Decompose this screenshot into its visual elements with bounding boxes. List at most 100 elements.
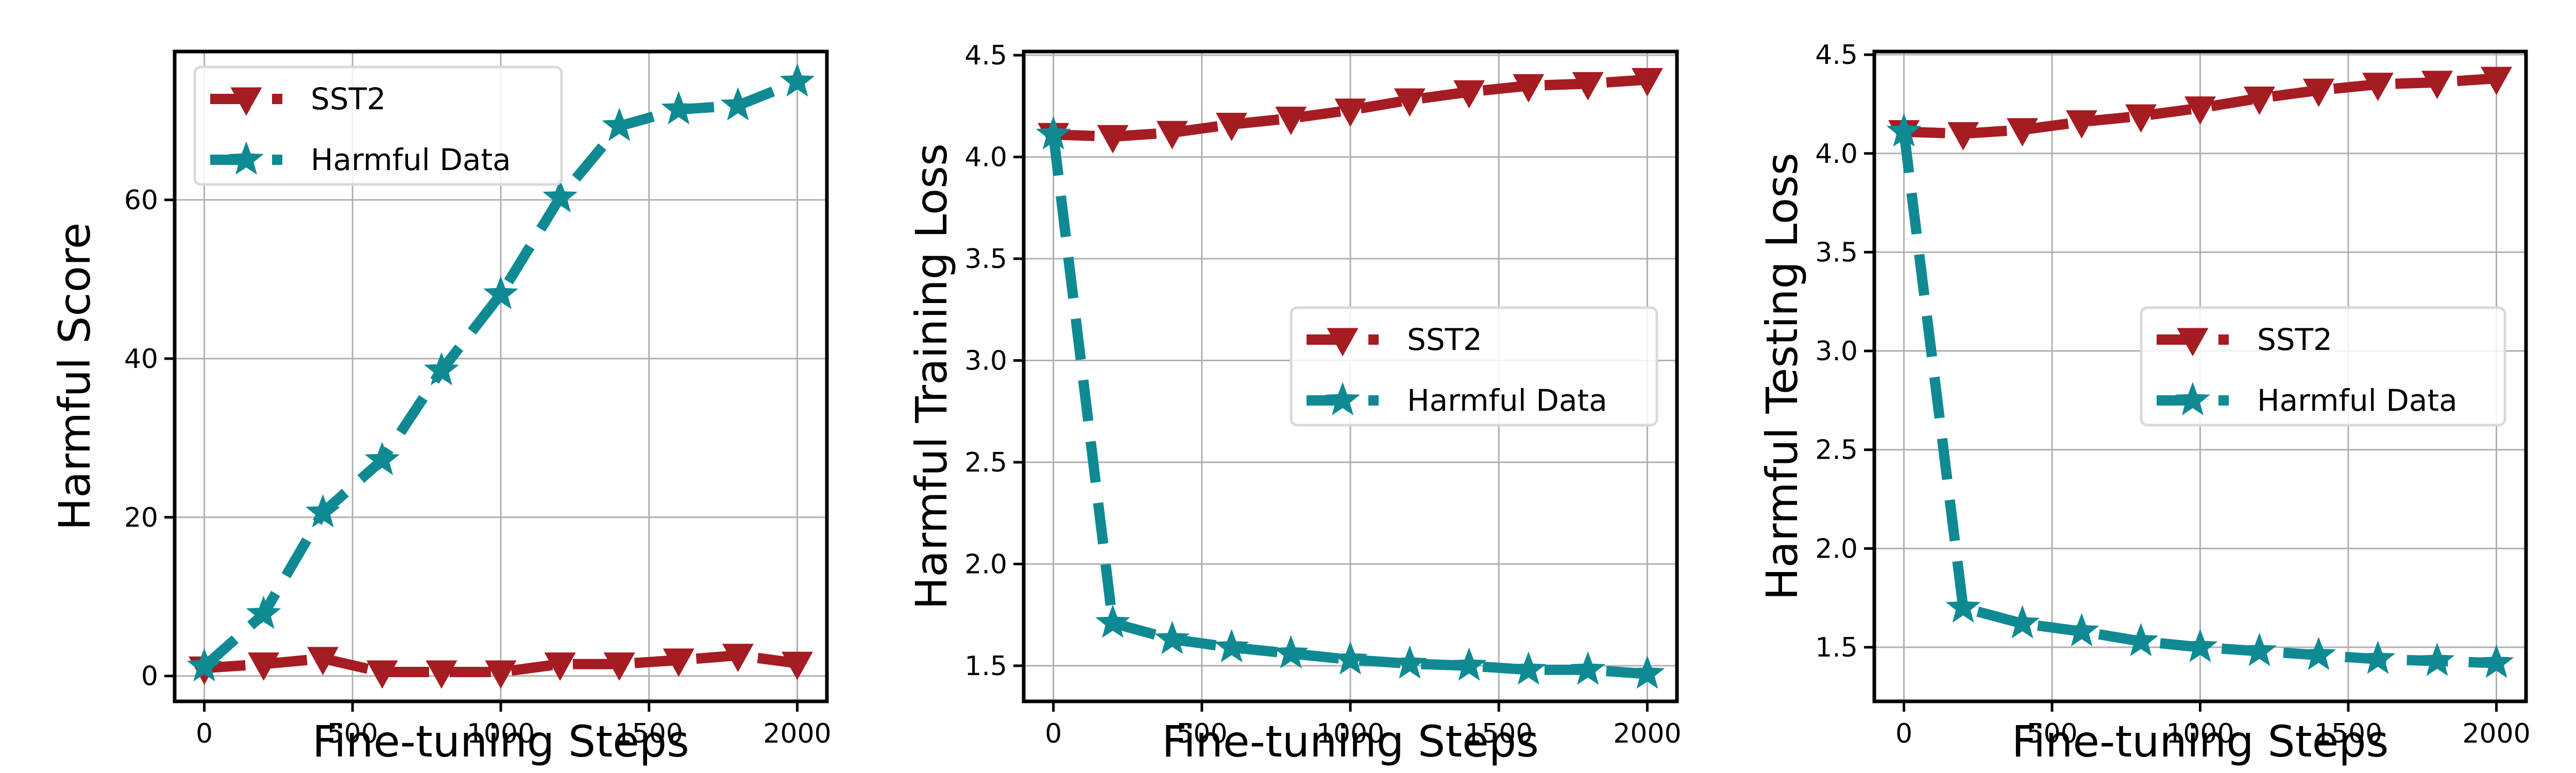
y-tick-label: 4.0 <box>964 142 1007 173</box>
data-point-sst2 <box>426 660 457 689</box>
legend: SST2 Harmful Data <box>2140 306 2506 427</box>
y-tick-label: 20 <box>124 502 158 533</box>
legend-item-sst2: SST2 <box>2157 322 2332 357</box>
data-point-harmful-data <box>1945 589 1981 623</box>
x-tick-label: 2000 <box>763 718 831 749</box>
data-point-sst2 <box>2302 78 2335 107</box>
data-point-sst2 <box>366 660 398 689</box>
y-tick-label: 1.5 <box>1815 632 1858 663</box>
legend-label: Harmful Data <box>311 142 511 177</box>
data-point-harmful-data <box>2123 623 2159 657</box>
data-point-harmful-data <box>246 595 281 629</box>
series-line-sst2 <box>1053 74 1648 142</box>
legend-label: Harmful Data <box>1407 383 1607 418</box>
y-axis-label: Harmful Testing Loss <box>1757 153 1807 600</box>
data-point-sst2 <box>2243 86 2276 115</box>
x-tick-label: 1000 <box>1316 718 1384 749</box>
x-tick-label: 1000 <box>467 718 535 749</box>
x-axis-label: Fine-tuning Steps <box>2012 716 2389 767</box>
data-point-sst2 <box>1097 125 1129 154</box>
data-point-harmful-data <box>1886 113 1922 147</box>
data-point-sst2 <box>2480 66 2513 95</box>
legend-item-sst2: SST2 <box>210 81 386 116</box>
data-point-harmful-data <box>483 276 518 310</box>
y-tick-label: 40 <box>124 344 158 375</box>
data-point-sst2 <box>2421 71 2453 99</box>
y-tick-label: 2.5 <box>1815 435 1858 466</box>
legend-label: SST2 <box>2257 322 2332 357</box>
y-tick-label: 0 <box>141 661 158 692</box>
data-point-sst2 <box>603 652 635 681</box>
data-point-sst2 <box>1453 80 1485 109</box>
x-tick-label: 500 <box>2026 718 2077 749</box>
data-point-harmful-data <box>2360 641 2396 674</box>
data-point-sst2 <box>1947 122 1979 150</box>
data-point-harmful-data <box>543 179 578 213</box>
data-point-sst2 <box>1215 112 1248 141</box>
x-tick-label: 500 <box>327 718 378 749</box>
data-point-harmful-data <box>1511 651 1546 685</box>
data-point-harmful-data <box>1570 651 1606 685</box>
y-tick-label: 4.5 <box>964 40 1007 71</box>
data-point-harmful-data <box>1451 647 1487 681</box>
data-point-harmful-data <box>187 648 222 682</box>
data-point-harmful-data <box>1333 641 1368 675</box>
data-point-sst2 <box>1513 74 1545 103</box>
legend-marker-triangle-icon <box>2177 328 2209 357</box>
legend: SST2 Harmful Data <box>1290 306 1658 427</box>
x-tick-label: 0 <box>196 718 213 749</box>
legend-marker-triangle-icon <box>230 87 262 116</box>
data-point-sst2 <box>2125 104 2157 133</box>
legend-marker-star-icon <box>2175 382 2210 415</box>
data-point-sst2 <box>663 648 694 677</box>
series-line-sst2 <box>1904 73 2497 139</box>
subplot-1: 0 500 1000 1500 2000 0 20 40 60 Fine-tuning Steps… <box>49 49 832 767</box>
data-point-sst2 <box>544 652 576 681</box>
data-point-harmful-data <box>1630 655 1665 689</box>
data-point-harmful-data <box>2005 605 2040 638</box>
data-point-harmful-data <box>423 352 459 385</box>
data-point-harmful-data <box>305 494 341 528</box>
legend-item-harmful-data: Harmful Data <box>1307 382 1607 418</box>
legend-marker-triangle-icon <box>1327 328 1359 357</box>
data-point-sst2 <box>1572 72 1604 100</box>
y-tick-label: 3.0 <box>964 345 1007 376</box>
legend-label: SST2 <box>311 81 386 116</box>
y-tick-label: 3.0 <box>1815 336 1858 367</box>
y-tick-label: 4.5 <box>1815 40 1858 71</box>
data-point-sst2 <box>248 652 280 681</box>
data-point-sst2 <box>1394 88 1426 117</box>
y-axis-label: Harmful Training Loss <box>906 143 957 610</box>
x-tick-label: 1500 <box>2314 718 2382 749</box>
data-point-harmful-data <box>364 442 400 475</box>
legend-item-sst2: SST2 <box>1307 322 1482 357</box>
x-tick-label: 2000 <box>1613 718 1681 749</box>
data-point-harmful-data <box>1392 645 1428 679</box>
legend-item-harmful-data: Harmful Data <box>2157 382 2458 418</box>
legend-box <box>1290 306 1658 427</box>
series-line-harmful-data <box>200 77 800 670</box>
data-point-harmful-data <box>1036 116 1071 150</box>
data-point-harmful-data <box>779 63 815 97</box>
data-point-harmful-data <box>720 87 756 121</box>
data-point-sst2 <box>1334 98 1366 127</box>
subplot-2: 0 500 1000 1500 2000 1.5 2.0 2.5 3.0 3.5 4.0 4.5 Fin… <box>906 40 1682 767</box>
y-tick-label: 3.5 <box>964 244 1007 275</box>
data-point-sst2 <box>485 660 517 689</box>
y-tick-label: 4.0 <box>1815 139 1858 170</box>
legend-label: Harmful Data <box>2257 383 2458 418</box>
x-tick-label: 2000 <box>2462 718 2530 749</box>
data-point-sst2 <box>1275 107 1307 136</box>
y-tick-label: 2.5 <box>964 447 1007 478</box>
data-point-harmful-data <box>602 107 637 141</box>
legend-item-harmful-data: Harmful Data <box>210 141 511 177</box>
data-point-sst2 <box>1631 68 1663 96</box>
legend-marker-star-icon <box>1325 382 1360 415</box>
data-point-harmful-data <box>2064 613 2099 647</box>
data-point-harmful-data <box>2479 644 2514 678</box>
x-tick-label: 0 <box>1895 718 1912 749</box>
x-axis-label: Fine-tuning Steps <box>1162 716 1539 767</box>
data-point-harmful-data <box>1095 604 1130 638</box>
subplot-3: 0 500 1000 1500 2000 1.5 2.0 2.5 3.0 3.5 4.0 4.5 Fin… <box>1757 40 2531 767</box>
